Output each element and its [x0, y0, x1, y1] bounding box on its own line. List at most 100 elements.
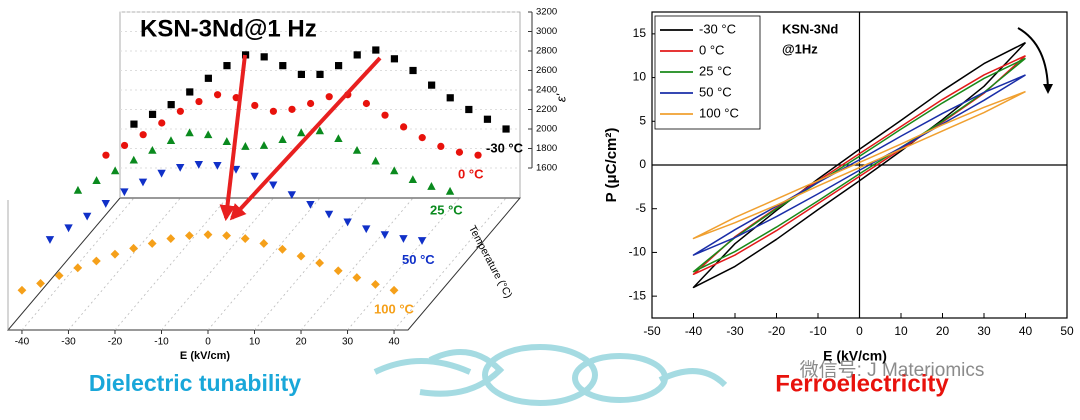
data-point [380, 231, 390, 240]
series-label: 50 °C [402, 252, 435, 267]
data-point [352, 273, 362, 282]
data-point [269, 181, 278, 190]
depth-grid-line [254, 197, 367, 331]
data-point [269, 107, 277, 115]
data-point [408, 175, 418, 183]
data-point [158, 119, 166, 127]
data-point [307, 99, 315, 108]
data-point [465, 105, 473, 114]
loop-line [692, 74, 1026, 256]
data-point [138, 178, 148, 187]
arrow [219, 54, 247, 222]
data-point [223, 62, 231, 70]
caption-right: Ferroelectricity [775, 370, 949, 397]
data-point [483, 115, 492, 123]
x-tick-label: -40 [685, 324, 703, 338]
chain-end [658, 368, 728, 388]
data-point [278, 244, 287, 254]
data-point [110, 249, 120, 259]
data-point [297, 70, 305, 78]
data-point [362, 225, 371, 234]
depth-grid-line [300, 197, 414, 331]
x-tick-label: -30 [726, 324, 744, 338]
x-tick-label: -30 [61, 337, 76, 348]
data-point [389, 285, 399, 295]
data-point [73, 263, 83, 273]
data-point [54, 271, 64, 281]
data-point [279, 62, 287, 70]
data-point [259, 239, 269, 248]
x-tick-label: -20 [108, 337, 123, 348]
y-tick-label: -5 [635, 201, 646, 215]
legend-label: 0 °C [699, 42, 724, 57]
x-tick-label: 30 [977, 324, 991, 338]
data-point [195, 97, 203, 106]
x-tick-label: -20 [768, 324, 786, 338]
data-point [129, 243, 138, 253]
legend-label: -30 °C [699, 21, 736, 36]
data-point [129, 155, 138, 164]
data-point [157, 169, 166, 178]
data-point [437, 142, 445, 150]
data-point [185, 128, 194, 137]
series-label: 0 °C [458, 167, 484, 182]
y-tick-label: 5 [639, 113, 646, 127]
data-point [372, 46, 380, 54]
chain-link [419, 349, 505, 397]
data-point [260, 53, 268, 61]
data-point [428, 81, 436, 89]
data-point [231, 165, 241, 174]
series-label: 100 °C [374, 302, 415, 317]
z-axis-label: Temperature (°C) [466, 223, 514, 300]
caption-left: Dielectric tunability [89, 370, 301, 396]
y-tick-label: 2400 [536, 85, 557, 96]
data-point [240, 234, 250, 243]
x-tick-label: -50 [643, 324, 661, 338]
data-point [278, 135, 287, 144]
chain-end [373, 358, 472, 375]
data-point [390, 166, 399, 175]
data-point [203, 130, 213, 139]
y-tick-label: 2200 [536, 104, 557, 115]
data-point [148, 145, 157, 154]
y-tick-label: -15 [629, 288, 647, 302]
x-tick-label: 0 [205, 337, 211, 348]
y-tick-label: 0 [639, 157, 646, 171]
data-point [325, 93, 333, 101]
x-tick-label: 10 [894, 324, 908, 338]
data-point [417, 237, 427, 245]
data-point [176, 107, 184, 115]
data-point [297, 128, 306, 137]
data-point [259, 141, 269, 149]
arrow [229, 56, 382, 221]
y-tick-label: 2000 [536, 124, 557, 135]
data-point [17, 285, 27, 295]
depth-grid-line [207, 197, 321, 331]
data-point [315, 126, 325, 135]
data-point [36, 279, 45, 288]
data-point [306, 201, 315, 209]
data-point [288, 105, 296, 113]
data-point [139, 131, 147, 139]
data-point [381, 111, 389, 119]
data-point [213, 162, 222, 170]
data-point [73, 185, 83, 194]
x-tick-label: 40 [388, 337, 400, 348]
data-point [102, 151, 110, 159]
data-point [353, 51, 361, 59]
data-point [371, 156, 380, 165]
y-tick-label: 3000 [536, 26, 557, 37]
y-tick-label: 1600 [536, 163, 557, 174]
data-point [502, 125, 510, 133]
data-point [222, 231, 232, 241]
data-point [390, 55, 399, 63]
y-tick-label: 1800 [536, 143, 557, 154]
data-point [222, 137, 231, 145]
data-point [148, 110, 157, 118]
data-point [92, 176, 101, 184]
data-point [101, 200, 110, 208]
data-point [82, 212, 92, 221]
data-point [241, 142, 250, 150]
loop-line [692, 90, 1026, 240]
y-tick-label: 10 [633, 70, 647, 84]
